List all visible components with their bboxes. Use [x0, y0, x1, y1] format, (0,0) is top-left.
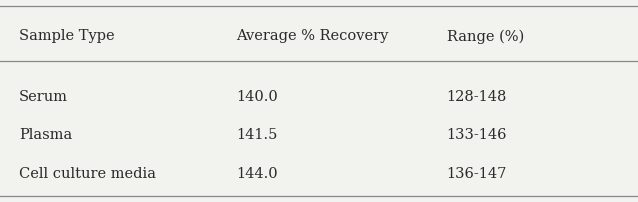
- Text: 128-148: 128-148: [447, 90, 507, 104]
- Text: 141.5: 141.5: [236, 128, 278, 142]
- Text: Average % Recovery: Average % Recovery: [236, 29, 389, 43]
- Text: Serum: Serum: [19, 90, 68, 104]
- Text: 140.0: 140.0: [236, 90, 278, 104]
- Text: Cell culture media: Cell culture media: [19, 167, 156, 181]
- Text: 133-146: 133-146: [447, 128, 507, 142]
- Text: Plasma: Plasma: [19, 128, 72, 142]
- Text: Sample Type: Sample Type: [19, 29, 115, 43]
- Text: Range (%): Range (%): [447, 29, 524, 44]
- Text: 144.0: 144.0: [236, 167, 278, 181]
- Text: 136-147: 136-147: [447, 167, 507, 181]
